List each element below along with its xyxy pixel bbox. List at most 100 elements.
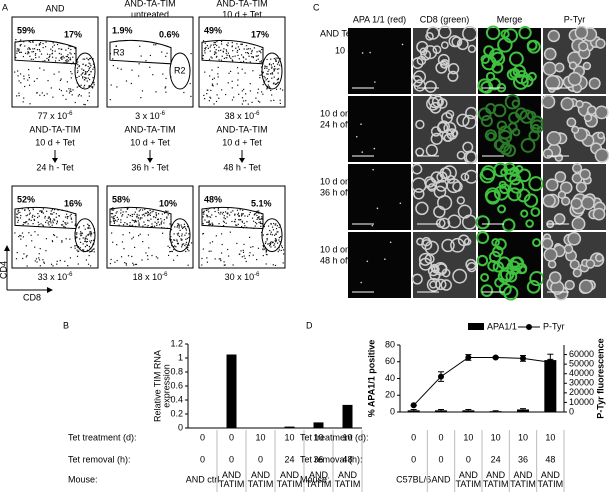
cell	[579, 168, 591, 181]
event-dot	[211, 84, 213, 86]
event-dot	[70, 217, 72, 219]
event-dot	[185, 250, 187, 253]
event-dot	[274, 264, 277, 267]
event-dot	[37, 234, 39, 236]
point	[547, 359, 554, 366]
cell	[424, 176, 436, 188]
event-dot	[23, 41, 25, 43]
event-dot	[273, 70, 275, 72]
event-dot	[125, 264, 128, 266]
event-dot	[273, 243, 276, 245]
event-dot	[178, 227, 180, 229]
event-dot	[85, 64, 87, 66]
event-dot	[216, 55, 218, 58]
event-dot	[112, 218, 114, 220]
cell	[481, 54, 497, 71]
event-dot	[21, 208, 23, 210]
y2-tick-label: 10000	[569, 397, 594, 407]
event-dot	[147, 214, 149, 216]
event-dot	[243, 243, 245, 246]
event-dot	[77, 246, 80, 248]
event-dot	[211, 69, 213, 71]
y-tick-label: 0.8	[170, 366, 183, 376]
event-dot	[64, 222, 66, 224]
event-dot	[232, 210, 234, 212]
event-dot	[76, 67, 79, 69]
event-dot	[275, 88, 278, 90]
event-dot	[277, 72, 279, 74]
event-dot	[133, 219, 135, 222]
event-dot	[236, 67, 239, 69]
cell	[581, 196, 595, 210]
cell	[445, 109, 455, 119]
event-dot	[268, 80, 270, 82]
event-dot	[261, 216, 263, 218]
event-dot	[88, 95, 90, 97]
event-dot	[116, 220, 118, 222]
y-tick-label: 40	[385, 373, 395, 383]
event-dot	[220, 260, 222, 262]
event-dot	[272, 264, 274, 266]
event-dot	[262, 71, 264, 73]
event-dot	[141, 90, 144, 92]
event-dot	[64, 226, 66, 229]
event-dot	[24, 222, 26, 224]
event-dot	[112, 207, 114, 209]
event-dot	[257, 88, 260, 90]
event-dot	[187, 225, 189, 228]
event-dot	[282, 89, 284, 91]
cell-count-exp: -6	[162, 272, 168, 278]
event-dot	[206, 221, 208, 223]
event-dot	[89, 247, 91, 249]
event-dot	[29, 212, 31, 214]
event-dot	[229, 56, 231, 58]
event-dot	[88, 227, 90, 229]
event-dot	[32, 214, 34, 216]
event-dot	[266, 237, 268, 240]
event-dot	[88, 245, 91, 248]
event-dot	[216, 44, 218, 47]
gate	[74, 218, 96, 253]
event-dot	[60, 224, 63, 226]
event-dot	[76, 232, 78, 234]
event-dot	[76, 255, 79, 257]
event-dot	[156, 224, 158, 226]
table-cell: TATIM	[455, 479, 481, 489]
event-dot	[219, 213, 221, 215]
event-dot	[244, 225, 246, 227]
event-dot	[249, 211, 251, 214]
event-dot	[86, 249, 89, 251]
event-dot	[275, 83, 278, 85]
event-dot	[261, 91, 263, 93]
table-cell: 10	[342, 432, 352, 442]
event-dot	[60, 57, 62, 59]
event-dot	[38, 56, 40, 58]
event-dot	[249, 252, 251, 254]
event-dot	[39, 248, 41, 250]
event-dot	[253, 220, 255, 222]
event-dot	[129, 222, 131, 224]
event-dot	[80, 74, 82, 76]
event-dot	[112, 64, 114, 67]
event-dot	[245, 51, 247, 54]
event-dot	[173, 259, 175, 261]
event-dot	[251, 56, 253, 58]
event-dot	[16, 50, 18, 52]
event-dot	[28, 84, 31, 86]
table-cell: C57BL/6	[396, 474, 431, 484]
percent-label: 1.9%	[112, 25, 133, 35]
event-dot	[38, 215, 40, 217]
cell-count: 77 x 10-6	[38, 111, 74, 122]
event-dot	[42, 212, 44, 214]
event-dot	[255, 59, 258, 61]
event-dot	[217, 207, 220, 210]
event-dot	[150, 226, 152, 228]
event-dot	[241, 256, 243, 258]
event-dot	[225, 93, 227, 96]
cell	[545, 74, 561, 91]
event-dot	[134, 263, 136, 266]
event-dot	[256, 210, 258, 212]
event-dot	[89, 242, 92, 244]
event-dot	[65, 49, 67, 51]
event-dot	[77, 70, 79, 72]
